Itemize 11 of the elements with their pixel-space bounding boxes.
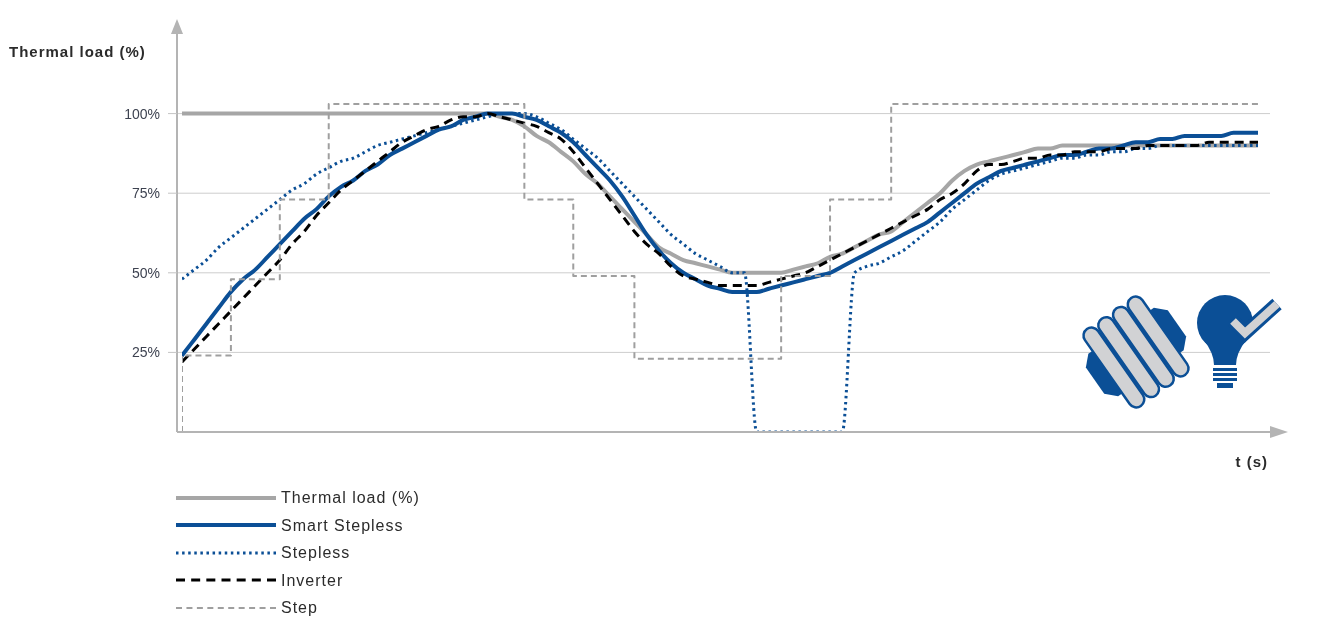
legend-label: Stepless bbox=[281, 544, 351, 562]
legend-label: Inverter bbox=[281, 571, 344, 589]
legend-label: Smart Stepless bbox=[281, 516, 404, 534]
y-tick-label: 50% bbox=[131, 264, 160, 281]
y-tick-label: 100% bbox=[124, 105, 160, 122]
x-axis-title: t (s) bbox=[1235, 453, 1268, 470]
legend-label: Thermal load (%) bbox=[281, 489, 420, 507]
legend-label: Step bbox=[281, 599, 318, 617]
y-tick-label: 25% bbox=[131, 344, 160, 361]
y-axis-title: Thermal load (%) bbox=[9, 43, 146, 60]
y-tick-label: 75% bbox=[131, 185, 160, 202]
